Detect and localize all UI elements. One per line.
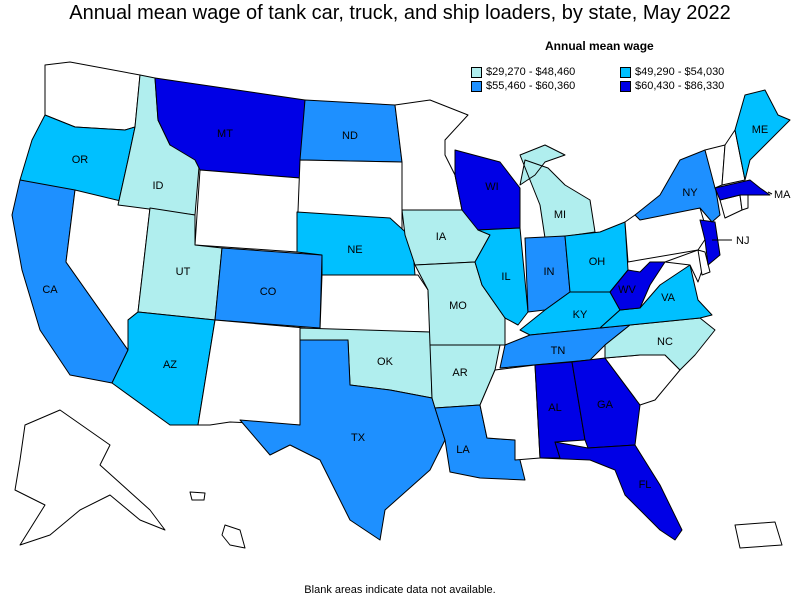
state-label-or: OR	[72, 154, 89, 166]
state-hi-oahu[interactable]	[189, 491, 206, 501]
legend-swatch-tier1	[471, 66, 482, 78]
state-tx[interactable]	[239, 339, 446, 541]
footnote: Blank areas indicate data not available.	[304, 584, 496, 596]
state-label-co: CO	[260, 286, 277, 298]
state-mn[interactable]	[394, 99, 469, 211]
legend-item-tier3: $55,460 - $60,360	[471, 80, 575, 92]
state-label-mt: MT	[217, 128, 233, 140]
state-label-ok: OK	[377, 356, 394, 368]
state-label-ut: UT	[176, 266, 191, 278]
state-label-al: AL	[548, 402, 561, 414]
legend-label-tier2: $49,290 - $54,030	[635, 66, 725, 78]
state-hi[interactable]	[221, 524, 246, 549]
state-label-tn: TN	[551, 345, 566, 357]
state-label-mi: MI	[554, 209, 566, 221]
state-ri[interactable]	[739, 194, 749, 211]
legend-swatch-tier3	[471, 80, 482, 92]
state-label-wi: WI	[485, 181, 498, 193]
state-label-ar: AR	[452, 367, 467, 379]
state-label-il: IL	[501, 271, 510, 283]
state-label-va: VA	[661, 292, 676, 304]
state-wy[interactable]	[194, 169, 301, 253]
state-label-ga: GA	[597, 399, 614, 411]
state-il[interactable]	[474, 227, 529, 326]
state-label-oh: OH	[589, 256, 606, 268]
state-label-nc: NC	[657, 336, 673, 348]
state-label-ma: MA	[774, 189, 791, 201]
state-wa[interactable]	[44, 61, 141, 131]
state-label-wv: WV	[618, 284, 636, 296]
legend-title: Annual mean wage	[545, 39, 654, 53]
state-label-ne: NE	[347, 244, 362, 256]
state-mi[interactable]	[519, 144, 596, 239]
state-label-in: IN	[544, 266, 555, 278]
state-label-ca: CA	[42, 284, 58, 296]
legend-item-tier2: $49,290 - $54,030	[620, 66, 724, 78]
state-label-la: LA	[456, 444, 470, 456]
state-label-mo: MO	[449, 300, 467, 312]
state-label-ny: NY	[682, 187, 698, 199]
map-title: Annual mean wage of tank car, truck, and…	[69, 2, 731, 24]
state-label-nd: ND	[342, 130, 358, 142]
state-me[interactable]	[734, 89, 791, 181]
legend-item-tier4: $60,430 - $86,330	[620, 80, 724, 92]
legend-swatch-tier2	[620, 66, 631, 78]
legend-swatch-tier4	[620, 80, 631, 92]
state-label-az: AZ	[163, 359, 177, 371]
state-label-fl: FL	[639, 479, 652, 491]
legend-item-tier1: $29,270 - $48,460	[471, 66, 575, 78]
state-label-me: ME	[752, 124, 769, 136]
state-label-ky: KY	[573, 309, 588, 321]
state-ny[interactable]	[634, 149, 721, 223]
state-labels: OR CA ID MT UT AZ CO ND NE OK TX IA MO AR LA WI IL MI IN OH…	[42, 124, 768, 491]
legend-label-tier1: $29,270 - $48,460	[486, 66, 576, 78]
legend-label-tier4: $60,430 - $86,330	[635, 80, 725, 92]
state-label-tx: TX	[351, 432, 366, 444]
ma-callout-line	[767, 191, 773, 195]
state-ma[interactable]	[714, 179, 771, 201]
state-label-ia: IA	[436, 231, 447, 243]
state-de[interactable]	[697, 249, 711, 276]
state-ak[interactable]	[14, 409, 166, 546]
state-label-nj: NJ	[736, 235, 749, 247]
legend-label-tier3: $55,460 - $60,360	[486, 80, 576, 92]
state-nm[interactable]	[197, 319, 306, 426]
state-pr[interactable]	[734, 521, 783, 549]
state-label-id: ID	[153, 180, 164, 192]
state-ks[interactable]	[319, 274, 431, 333]
state-fl[interactable]	[539, 441, 683, 541]
